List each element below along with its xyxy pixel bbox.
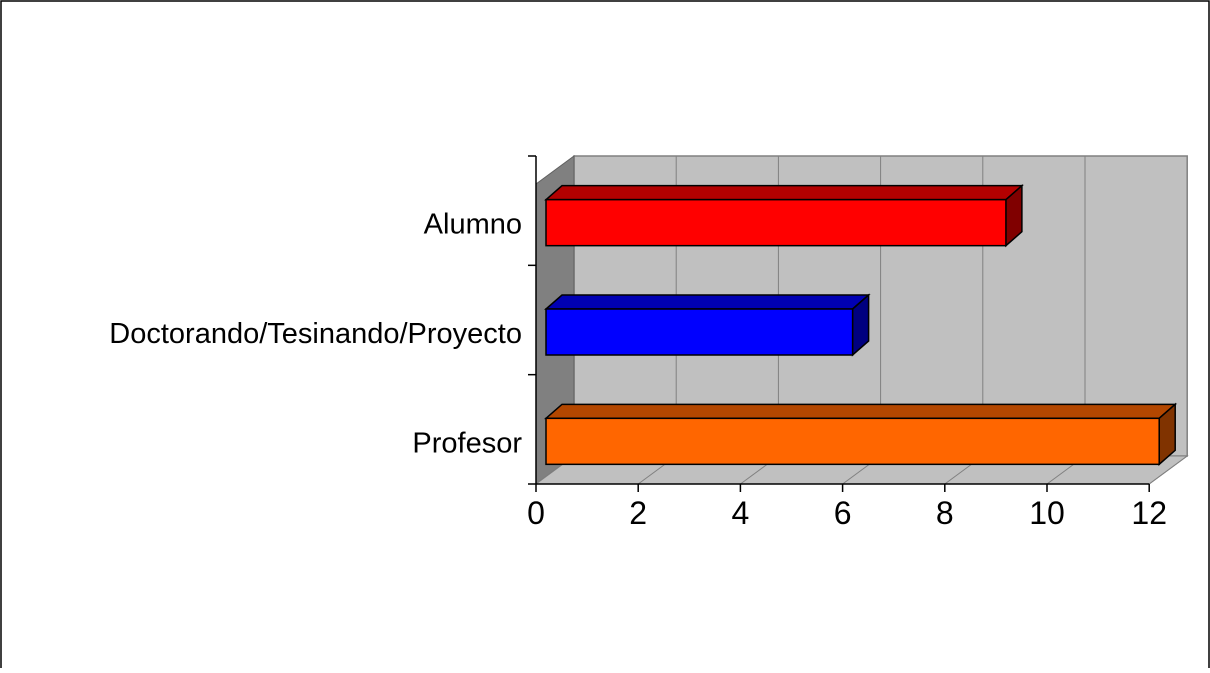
x-tick-label: 0 — [527, 495, 545, 531]
category-label: Alumno — [424, 209, 522, 241]
labels: 0 2 4 6 8 10 12 Alumno Doctorando/Tesinando/Proy… — [109, 209, 1167, 531]
x-tick-label: 12 — [1131, 495, 1167, 531]
bar — [545, 308, 854, 356]
axes — [528, 155, 1150, 492]
bar — [545, 198, 1007, 247]
bar — [545, 417, 1160, 466]
x-tick-label: 8 — [936, 495, 954, 531]
category-label: Profesor — [412, 427, 522, 459]
category-label: Doctorando/Tesinando/Proyecto — [109, 318, 522, 350]
x-tick-label: 6 — [834, 495, 852, 531]
x-tick-label: 4 — [732, 495, 750, 531]
bars — [544, 184, 1178, 466]
x-tick-label: 2 — [629, 495, 647, 531]
bar-top-face — [544, 294, 871, 310]
bar-top-face — [544, 184, 1024, 201]
bar-top-face — [544, 403, 1178, 420]
gridline-floor — [1148, 455, 1188, 485]
x-tick-label: 10 — [1029, 495, 1065, 531]
